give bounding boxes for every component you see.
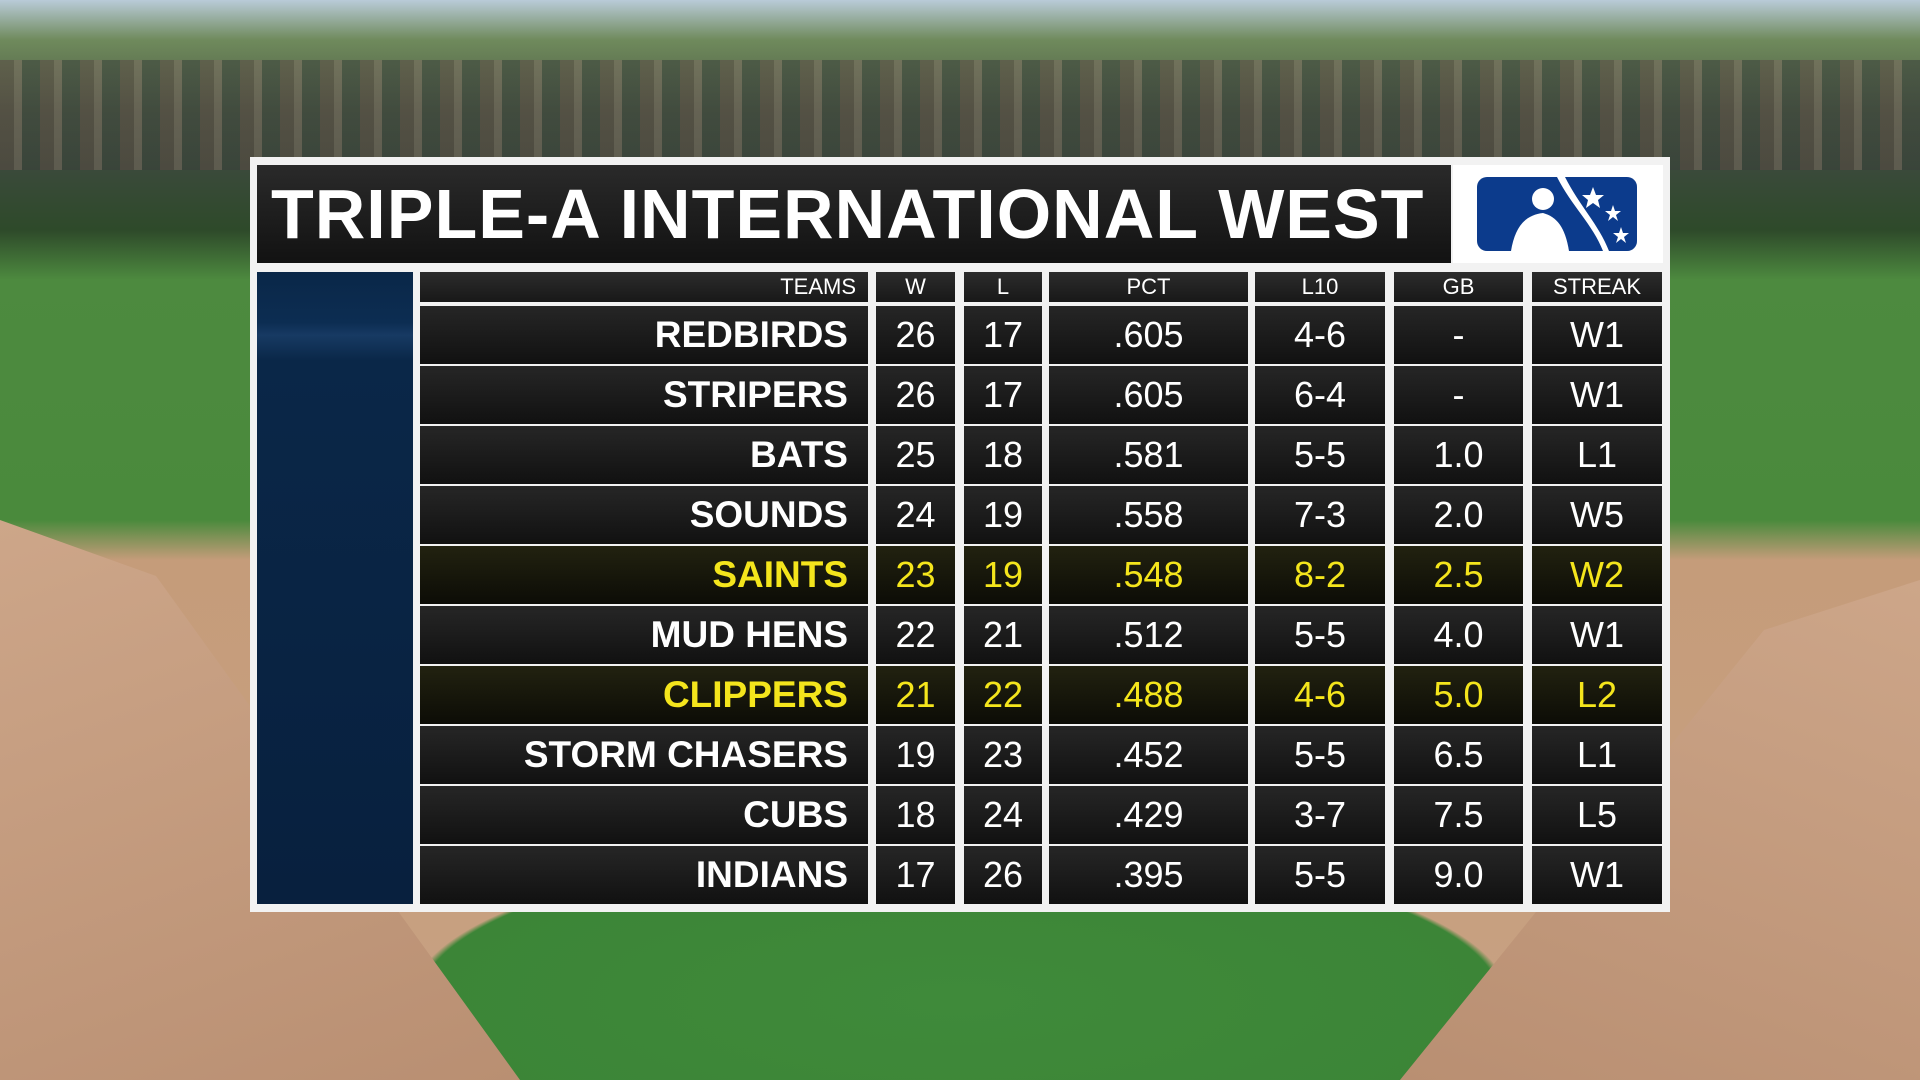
- stat-cell: W1: [1532, 366, 1662, 424]
- stat-cell: 4-6: [1255, 306, 1385, 364]
- stat-cell: L2: [1532, 666, 1662, 724]
- team-name: STORM CHASERS: [420, 726, 868, 784]
- stat-cell: .512: [1049, 606, 1248, 664]
- standings-title: TRIPLE-A INTERNATIONAL WEST: [257, 165, 1451, 263]
- stat-cell: 4.0: [1394, 606, 1523, 664]
- stat-cell: W5: [1532, 486, 1662, 544]
- stat-cell: 19: [876, 726, 955, 784]
- stat-cell: 17: [876, 846, 955, 904]
- team-name: BATS: [420, 426, 868, 484]
- stat-cell: 5-5: [1255, 846, 1385, 904]
- stat-cell: W2: [1532, 546, 1662, 604]
- stat-cell: 5-5: [1255, 606, 1385, 664]
- stat-cell: 1.0: [1394, 426, 1523, 484]
- column-header: GB: [1394, 272, 1523, 302]
- stat-cell: 19: [964, 486, 1042, 544]
- team-name: MUD HENS: [420, 606, 868, 664]
- stat-cell: W1: [1532, 846, 1662, 904]
- stat-cell: 2.5: [1394, 546, 1523, 604]
- stat-cell: 18: [876, 786, 955, 844]
- stat-cell: -: [1394, 306, 1523, 364]
- column-header: PCT: [1049, 272, 1248, 302]
- stat-cell: 6.5: [1394, 726, 1523, 784]
- team-name: REDBIRDS: [420, 306, 868, 364]
- stat-cell: .548: [1049, 546, 1248, 604]
- column-header: L10: [1255, 272, 1385, 302]
- stat-cell: 23: [964, 726, 1042, 784]
- stat-cell: 3-7: [1255, 786, 1385, 844]
- stat-cell: L5: [1532, 786, 1662, 844]
- stat-cell: 26: [876, 366, 955, 424]
- column-header: W: [876, 272, 955, 302]
- stat-cell: 24: [876, 486, 955, 544]
- stat-cell: 7-3: [1255, 486, 1385, 544]
- stat-cell: 23: [876, 546, 955, 604]
- stat-cell: L1: [1532, 726, 1662, 784]
- stat-cell: -: [1394, 366, 1523, 424]
- stat-cell: 26: [876, 306, 955, 364]
- stat-cell: W1: [1532, 306, 1662, 364]
- league-logo: [1453, 165, 1663, 263]
- stat-cell: 22: [876, 606, 955, 664]
- stat-cell: 19: [964, 546, 1042, 604]
- stat-cell: W1: [1532, 606, 1662, 664]
- team-name: STRIPERS: [420, 366, 868, 424]
- team-name: CUBS: [420, 786, 868, 844]
- stat-cell: 21: [876, 666, 955, 724]
- stat-cell: 5.0: [1394, 666, 1523, 724]
- stat-cell: 17: [964, 306, 1042, 364]
- column-header: STREAK: [1532, 272, 1662, 302]
- team-name: SAINTS: [420, 546, 868, 604]
- stat-cell: L1: [1532, 426, 1662, 484]
- stat-cell: .605: [1049, 366, 1248, 424]
- stat-cell: 25: [876, 426, 955, 484]
- stat-cell: 9.0: [1394, 846, 1523, 904]
- stat-cell: 7.5: [1394, 786, 1523, 844]
- stat-cell: .488: [1049, 666, 1248, 724]
- stat-cell: 8-2: [1255, 546, 1385, 604]
- stat-cell: .395: [1049, 846, 1248, 904]
- column-header: TEAMS: [420, 272, 868, 302]
- stat-cell: 5-5: [1255, 726, 1385, 784]
- stat-cell: 24: [964, 786, 1042, 844]
- stat-cell: 17: [964, 366, 1042, 424]
- stat-cell: 22: [964, 666, 1042, 724]
- stands: [0, 60, 1920, 170]
- team-name: CLIPPERS: [420, 666, 868, 724]
- stat-cell: .558: [1049, 486, 1248, 544]
- stat-cell: 5-5: [1255, 426, 1385, 484]
- stat-cell: .452: [1049, 726, 1248, 784]
- stat-cell: 6-4: [1255, 366, 1385, 424]
- stat-cell: .429: [1049, 786, 1248, 844]
- team-name: SOUNDS: [420, 486, 868, 544]
- column-header: L: [964, 272, 1042, 302]
- team-logo-strip: [257, 272, 413, 904]
- stat-cell: 18: [964, 426, 1042, 484]
- team-name: INDIANS: [420, 846, 868, 904]
- stat-cell: .605: [1049, 306, 1248, 364]
- logo-mark: [1477, 177, 1637, 251]
- stat-cell: 2.0: [1394, 486, 1523, 544]
- stat-cell: 21: [964, 606, 1042, 664]
- stat-cell: 26: [964, 846, 1042, 904]
- stat-cell: 4-6: [1255, 666, 1385, 724]
- stat-cell: .581: [1049, 426, 1248, 484]
